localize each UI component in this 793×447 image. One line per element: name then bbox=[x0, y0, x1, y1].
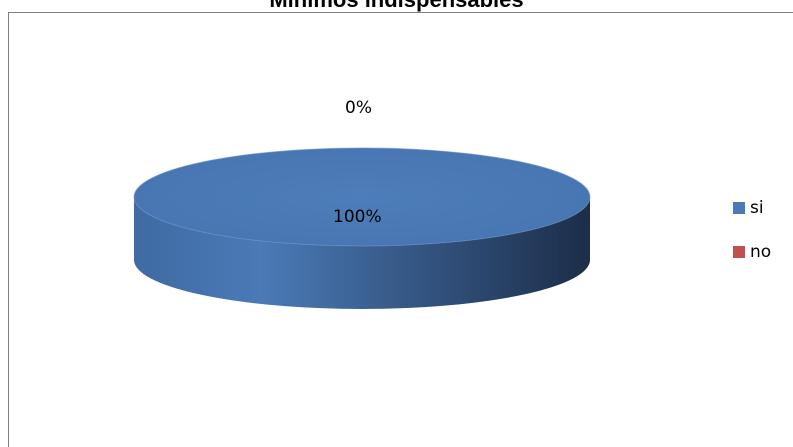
pie-slice-si-side bbox=[134, 197, 590, 309]
pie-slice-si-rim bbox=[133, 147, 591, 247]
legend: si no bbox=[733, 196, 771, 284]
legend-swatch-si bbox=[733, 202, 745, 214]
legend-swatch-no bbox=[733, 246, 745, 258]
pie-slice-si bbox=[134, 148, 590, 246]
chart-border-top bbox=[8, 12, 793, 13]
legend-item-no: no bbox=[733, 240, 771, 264]
legend-label-si: si bbox=[750, 198, 764, 218]
legend-label-no: no bbox=[750, 242, 772, 262]
chart-border-left bbox=[8, 12, 9, 447]
data-label-no: 0% bbox=[345, 98, 372, 118]
legend-item-si: si bbox=[733, 196, 771, 220]
data-label-si: 100% bbox=[333, 207, 382, 227]
chart-title: Minimos indispensables bbox=[0, 0, 793, 14]
